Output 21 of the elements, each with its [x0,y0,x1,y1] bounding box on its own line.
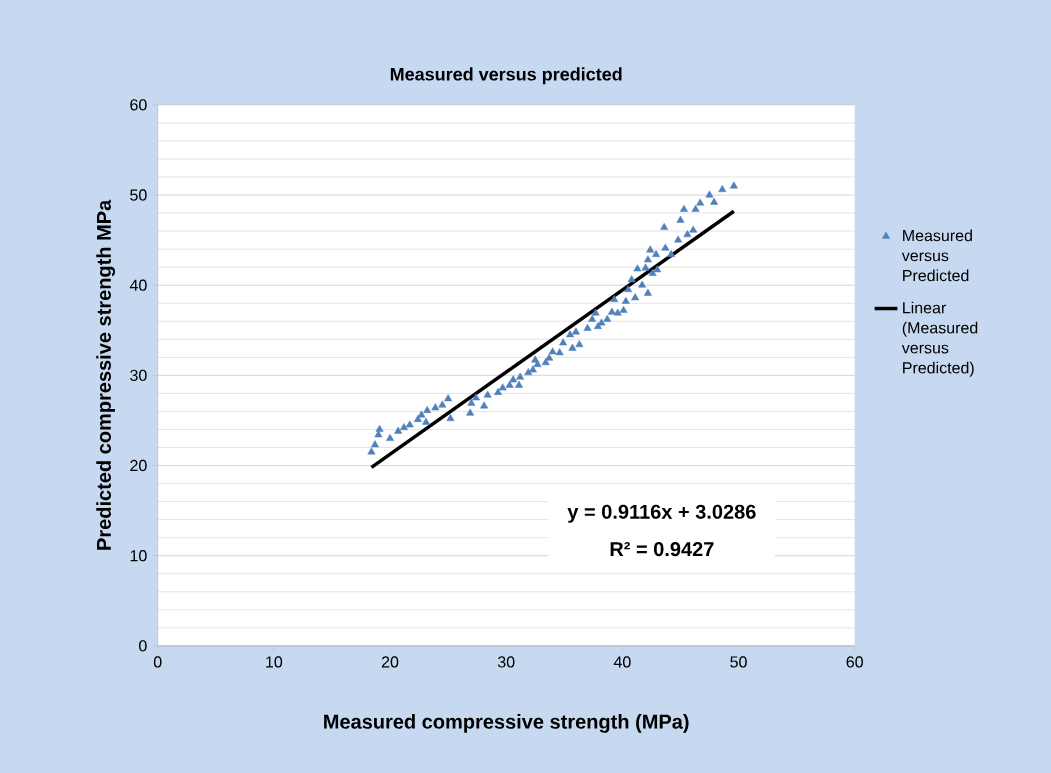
x-tick-label: 10 [266,656,283,668]
y-tick-label: 10 [130,550,147,562]
x-tick-label: 0 [153,656,162,668]
annotation: R² = 0.9427 [610,542,714,557]
x-tick-label: 30 [497,656,515,668]
x-axis-title: Measured compressive strength (MPa) [324,714,689,733]
y-tick-label: 60 [130,99,147,111]
x-tick-label: 60 [846,656,863,668]
y-axis-title: Predicted compressive strength MPa [96,199,116,550]
legend-label: Linear (Measured versus Predicted) [901,301,978,377]
y-tick-label: 40 [129,279,147,291]
legend-label: Measured versus Predicted [901,229,972,282]
y-tick-label: 0 [139,640,147,652]
x-tick-label: 20 [381,656,399,668]
annotation: y = 0.9116x + 3.0286 [567,504,756,523]
y-tick-label: 30 [130,369,147,382]
y-tick-label: 20 [130,459,147,472]
chart-title: Measured versus predicted [390,67,622,85]
x-tick-label: 40 [613,656,631,668]
x-tick-label: 50 [730,656,747,668]
y-tick-label: 50 [130,189,147,201]
